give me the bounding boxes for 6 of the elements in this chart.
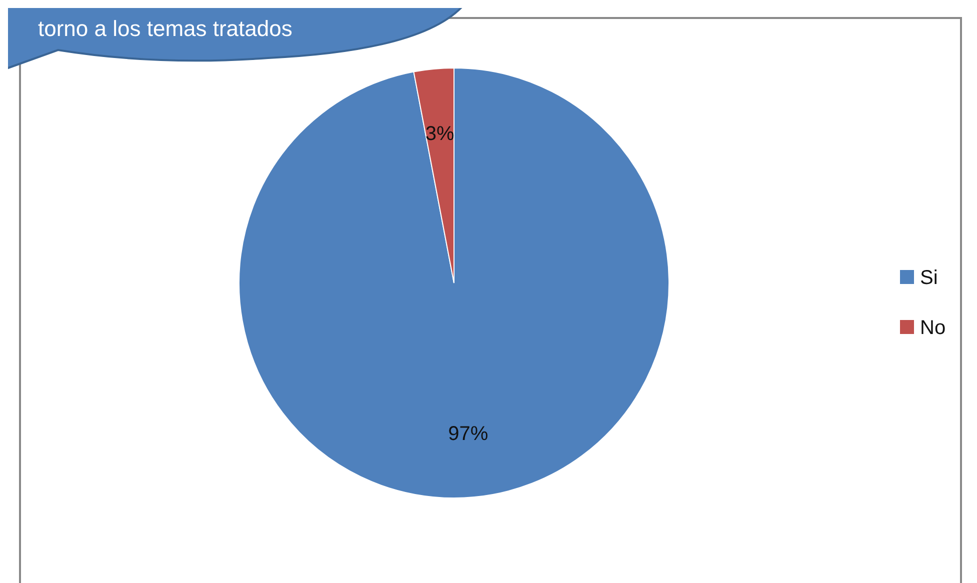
legend-label: No xyxy=(920,317,946,339)
chart-title: torno a los temas tratados xyxy=(38,16,292,41)
data-label: 3% xyxy=(425,123,455,146)
legend-label: Si xyxy=(920,267,938,289)
pie-slice xyxy=(238,68,670,498)
data-label: 97% xyxy=(448,422,488,445)
